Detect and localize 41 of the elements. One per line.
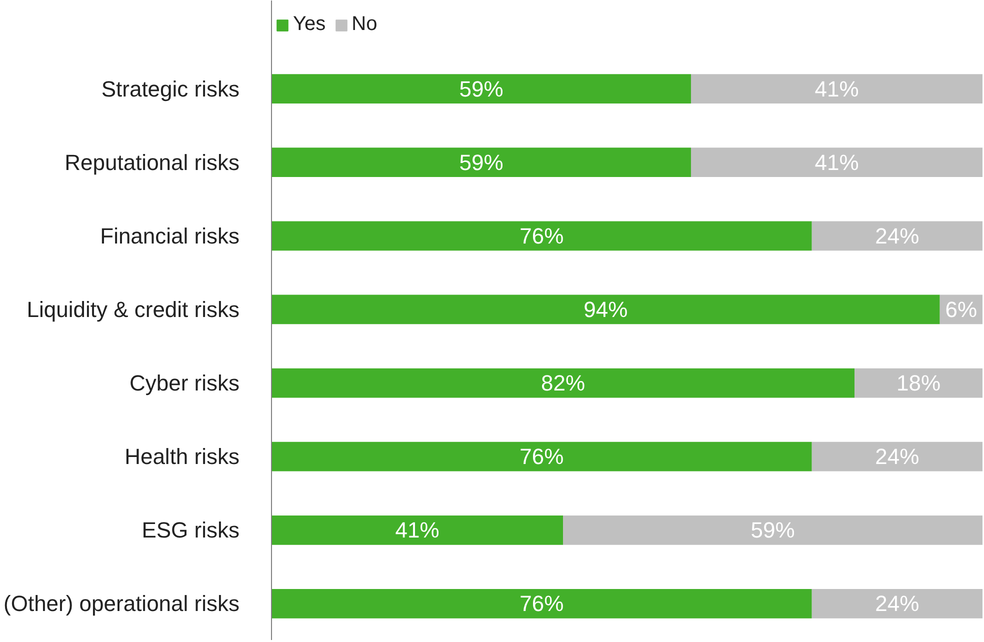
bar	[272, 74, 691, 104]
y-tick-label: Liquidity & credit risks	[26, 296, 240, 322]
data-label: 76%	[520, 591, 564, 616]
data-label: 76%	[520, 223, 564, 248]
data-label: 59%	[459, 76, 504, 102]
bar	[563, 515, 982, 545]
y-tick-label: (Other) operational risks	[4, 591, 240, 616]
bar	[812, 442, 982, 472]
data-label: 24%	[875, 444, 920, 470]
data-label: 41%	[814, 76, 859, 102]
data-label: 18%	[896, 370, 941, 396]
y-tick-label: Cyber risks	[129, 370, 240, 396]
data-label: 59%	[459, 150, 504, 175]
bar	[272, 589, 812, 618]
bar	[272, 368, 855, 398]
y-tick-label: Strategic risks	[101, 76, 240, 102]
data-label: 82%	[540, 370, 586, 396]
bar	[272, 294, 940, 324]
legend-label: No	[352, 13, 378, 36]
bar	[272, 515, 564, 545]
data-label: 59%	[750, 518, 795, 543]
data-label: 24%	[875, 223, 920, 248]
data-label: 41%	[814, 150, 859, 175]
data-label: 76%	[520, 444, 564, 470]
bar	[272, 148, 691, 178]
bar	[690, 148, 982, 178]
y-tick-label: ESG risks	[142, 518, 240, 543]
y-tick-label: Health risks	[124, 444, 240, 470]
y-tick-label: Reputational risks	[64, 150, 240, 175]
bar	[272, 221, 812, 251]
data-label: 6%	[945, 296, 978, 322]
bar	[854, 368, 982, 398]
y-tick-label: Financial risks	[100, 223, 240, 248]
legend-label: Yes	[293, 13, 326, 36]
data-label: 94%	[584, 296, 628, 322]
bar	[812, 589, 982, 618]
data-label: 41%	[395, 518, 440, 543]
data-label: 24%	[875, 591, 920, 616]
bar	[272, 442, 812, 472]
bar	[812, 221, 982, 251]
bar	[690, 74, 982, 104]
